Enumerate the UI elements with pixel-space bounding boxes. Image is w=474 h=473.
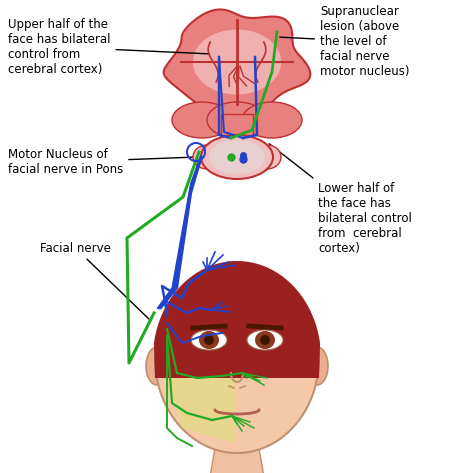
Ellipse shape	[207, 102, 267, 138]
Ellipse shape	[172, 102, 232, 138]
Ellipse shape	[191, 330, 227, 350]
Ellipse shape	[146, 347, 168, 385]
Ellipse shape	[201, 135, 273, 179]
Ellipse shape	[306, 347, 328, 385]
Polygon shape	[167, 338, 235, 443]
Ellipse shape	[255, 331, 275, 349]
Text: Facial nerve: Facial nerve	[40, 242, 149, 319]
Polygon shape	[221, 114, 253, 140]
Text: Motor Nucleus of
facial nerve in Pons: Motor Nucleus of facial nerve in Pons	[8, 148, 194, 176]
Polygon shape	[154, 261, 320, 378]
Ellipse shape	[242, 102, 302, 138]
Polygon shape	[164, 9, 310, 114]
Text: Supranuclear
lesion (above
the level of
facial nerve
motor nucleus): Supranuclear lesion (above the level of …	[280, 5, 410, 78]
Polygon shape	[155, 263, 319, 453]
Ellipse shape	[193, 145, 221, 169]
Polygon shape	[209, 448, 265, 473]
Ellipse shape	[209, 140, 265, 174]
Ellipse shape	[247, 330, 283, 350]
Ellipse shape	[204, 335, 214, 345]
Ellipse shape	[260, 335, 270, 345]
Ellipse shape	[199, 331, 219, 349]
Polygon shape	[193, 29, 281, 95]
Text: Upper half of the
face has bilateral
control from
cerebral cortex): Upper half of the face has bilateral con…	[8, 18, 209, 76]
Text: Lower half of
the face has
bilateral control
from  cerebral
cortex): Lower half of the face has bilateral con…	[269, 144, 412, 255]
Ellipse shape	[253, 145, 281, 169]
